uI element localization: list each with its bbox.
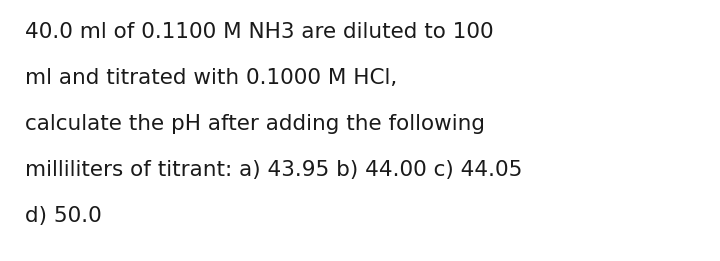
Text: milliliters of titrant: a) 43.95 b) 44.00 c) 44.05: milliliters of titrant: a) 43.95 b) 44.0…: [25, 160, 523, 180]
Text: calculate the pH after adding the following: calculate the pH after adding the follow…: [25, 114, 485, 134]
Text: d) 50.0: d) 50.0: [25, 206, 102, 226]
Text: ml and titrated with 0.1000 M HCl,: ml and titrated with 0.1000 M HCl,: [25, 68, 397, 88]
Text: 40.0 ml of 0.1100 M NH3 are diluted to 100: 40.0 ml of 0.1100 M NH3 are diluted to 1…: [25, 22, 494, 42]
